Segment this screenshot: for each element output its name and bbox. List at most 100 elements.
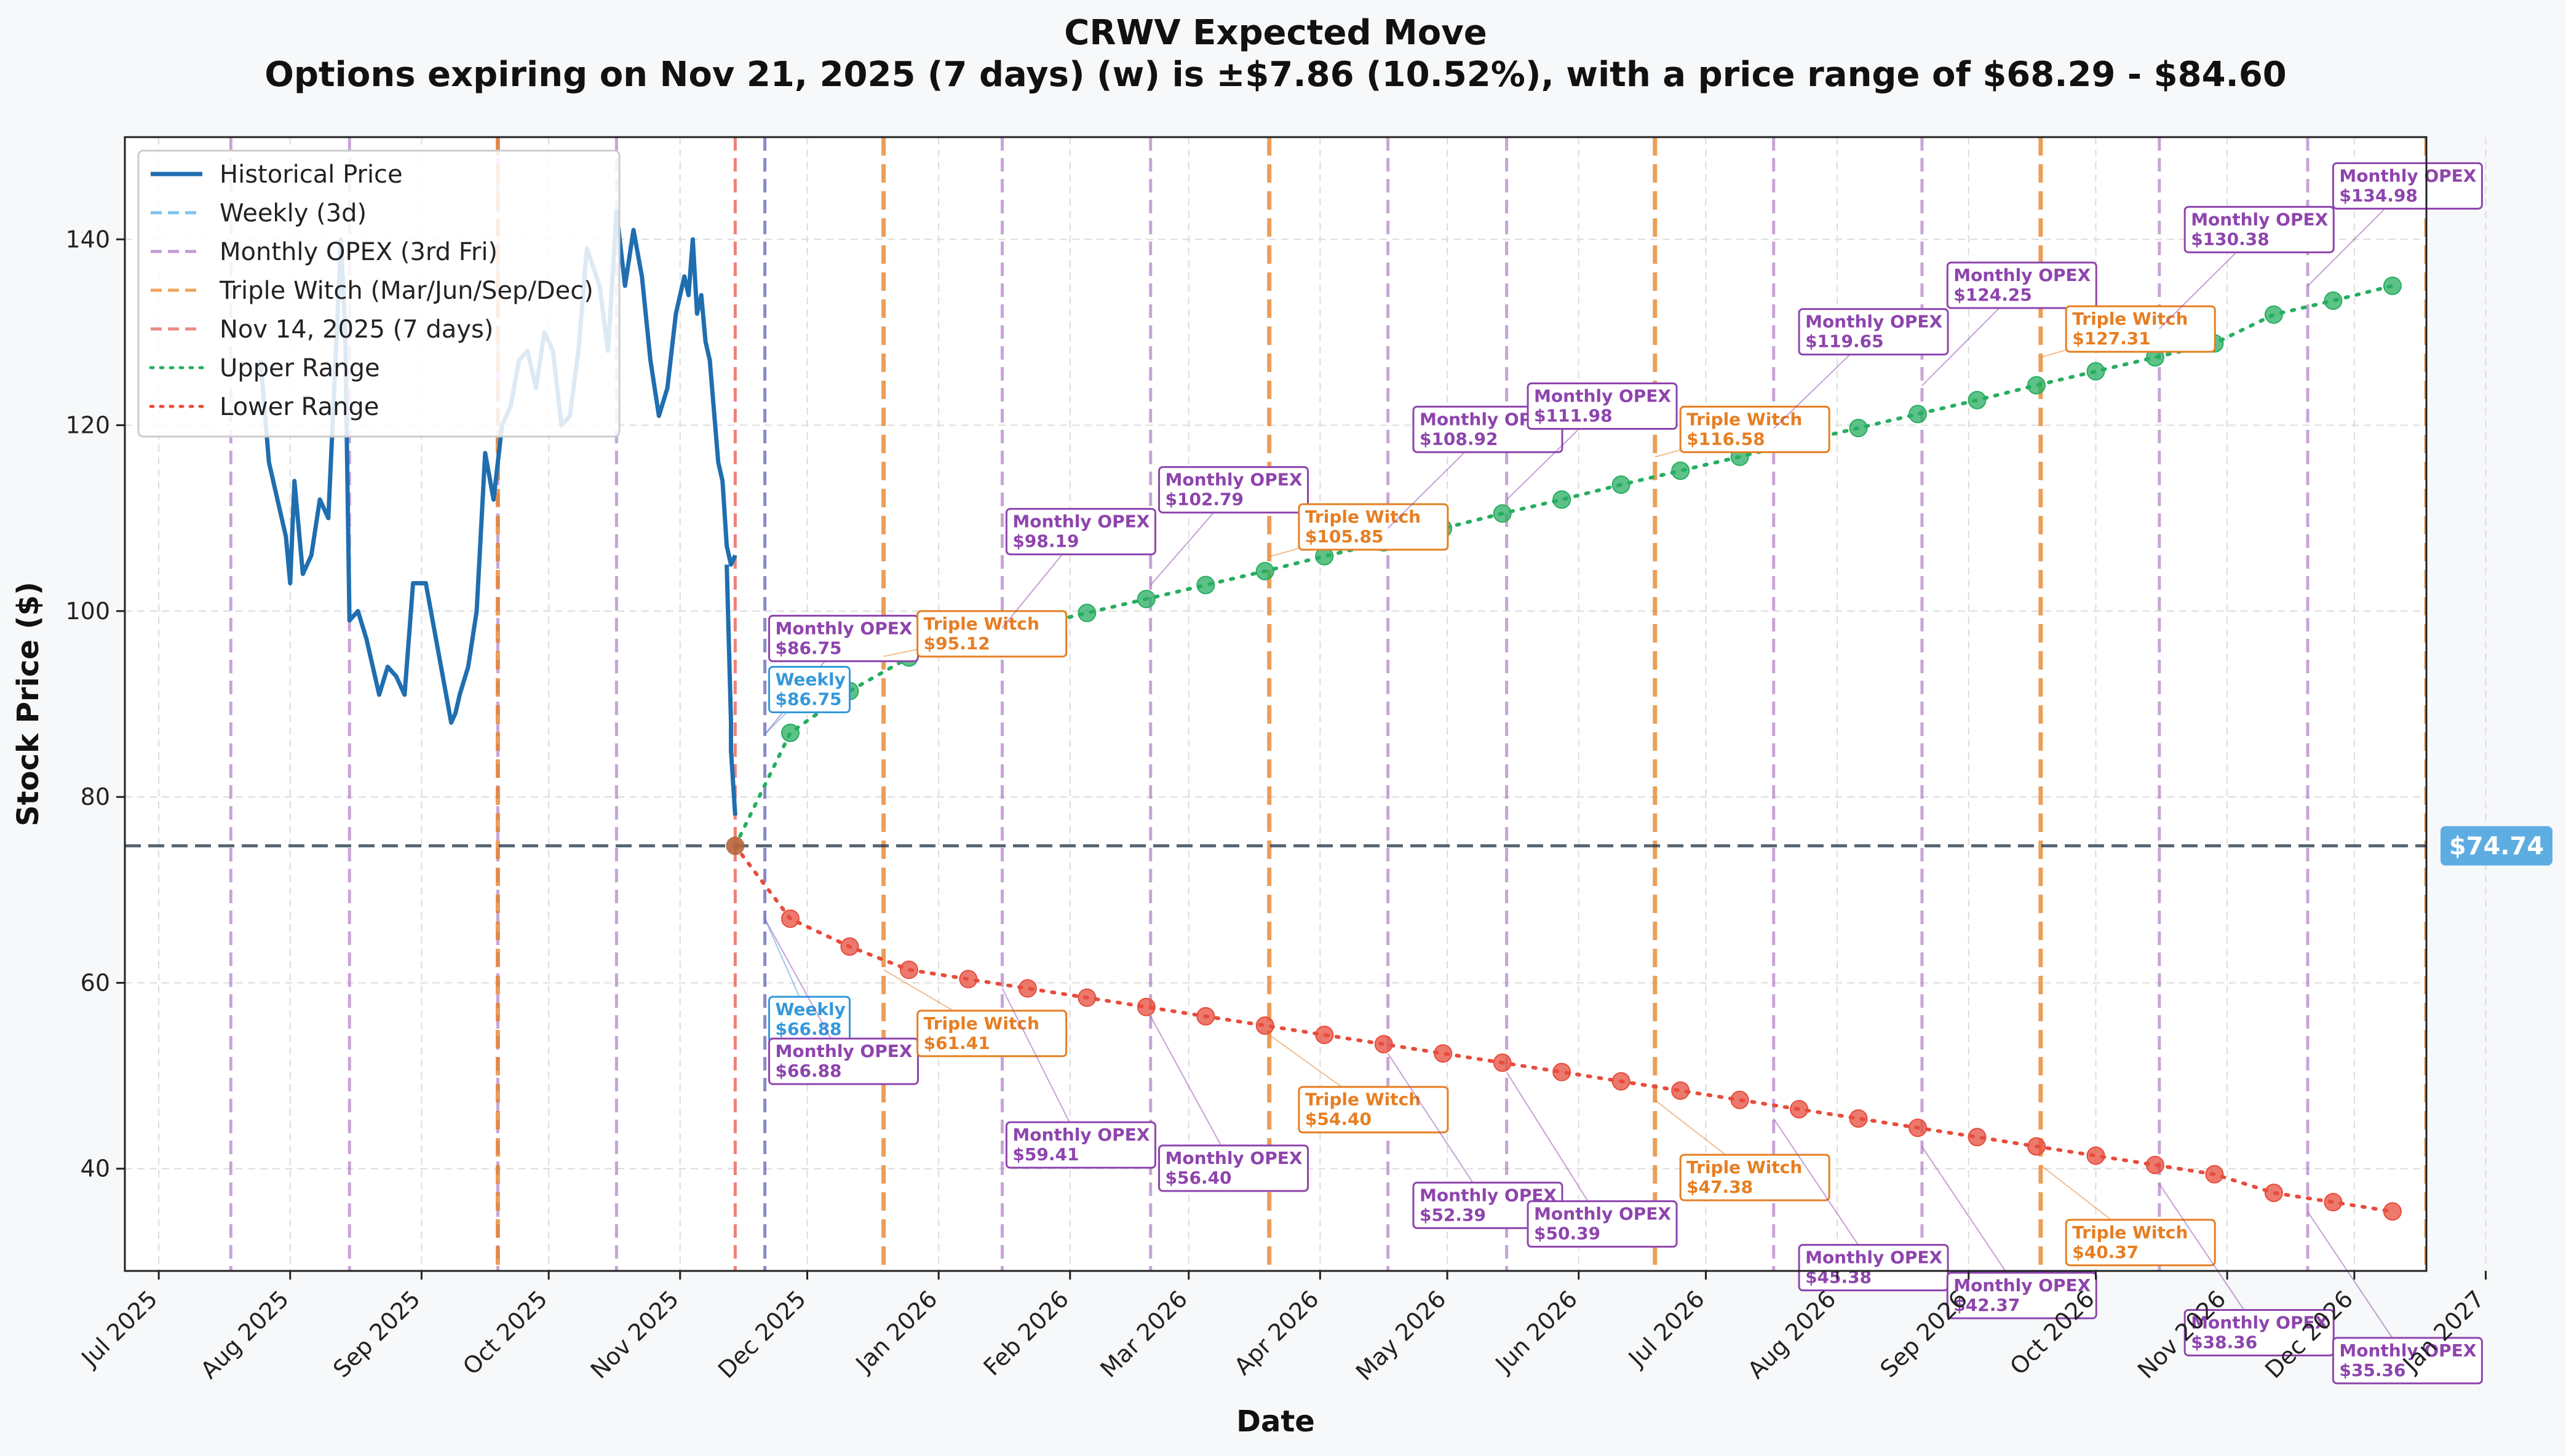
y-axis-label: Stock Price ($) [11, 582, 46, 826]
annotation-value: $66.88 [775, 1019, 841, 1039]
lower-range-point [1255, 1016, 1274, 1035]
upper-range-point [1493, 504, 1512, 523]
legend-label: Historical Price [220, 160, 403, 189]
lower-range-point [959, 970, 978, 989]
annotation-label: Monthly OPEX [775, 1041, 912, 1061]
y-tick-label: 60 [81, 969, 110, 996]
annotation-value: $42.37 [1953, 1295, 2020, 1315]
y-tick-label: 140 [65, 226, 110, 253]
upper-range-point [1255, 561, 1274, 580]
annotation-label: Monthly OPEX [1165, 1148, 1302, 1168]
legend-label: Lower Range [220, 393, 379, 421]
y-tick-label: 100 [65, 598, 110, 625]
annotation-label: Triple Witch [1305, 1090, 1421, 1110]
annotation-value: $127.31 [2072, 328, 2151, 349]
annotation-label: Monthly OPEX [1953, 1275, 2091, 1296]
annotation-value: $66.88 [775, 1061, 841, 1081]
annotation-label: Monthly OPEX [1012, 1125, 1150, 1145]
lower-range-line [733, 844, 2394, 1214]
annotation-label: Triple Witch [2072, 309, 2188, 329]
lower-range-point [2383, 1202, 2402, 1221]
annotation-box [1005, 1121, 1156, 1169]
upper-range-point [2086, 362, 2105, 381]
annotation-box [1158, 466, 1309, 514]
annotation-connector [2159, 1183, 2260, 1334]
plot-frame [124, 136, 2428, 1272]
annotation-box [916, 610, 1068, 658]
annotation-box [2065, 1219, 2216, 1267]
upper-range-point [781, 723, 800, 742]
annotation-label: Monthly OPEX [1534, 1204, 1671, 1224]
annotation-label: Monthly OPEX [1165, 470, 1302, 490]
annotation-value: $50.39 [1534, 1224, 1600, 1244]
annotation-value: $124.25 [1953, 285, 2032, 305]
upper-range-point [1968, 390, 1987, 410]
annotation-value: $98.19 [1012, 531, 1079, 552]
legend-label: Weekly (3d) [220, 199, 367, 228]
upper-range-point [1671, 461, 1690, 480]
annotation-box [2332, 162, 2483, 210]
lower-range-point [1315, 1026, 1334, 1045]
annotation-value: $61.41 [924, 1033, 990, 1053]
annotation-box [2332, 1337, 2483, 1385]
chart-title: CRWV Expected Move [1064, 13, 1487, 53]
annotation-label: Monthly OPEX [2339, 165, 2476, 186]
lower-range-point [1849, 1109, 1868, 1128]
annotation-box [1798, 1244, 1949, 1292]
current-price-point [726, 836, 745, 855]
upper-range-point [1611, 475, 1631, 494]
annotation-label: Triple Witch [2072, 1222, 2188, 1243]
annotation-box [1798, 308, 1949, 356]
y-tick-label: 120 [65, 412, 110, 439]
annotation-box [1158, 1144, 1309, 1192]
annotation-box [1298, 1086, 1449, 1134]
upper-range-point [1137, 590, 1156, 609]
upper-range-point [2027, 376, 2046, 395]
annotation-box [1679, 1153, 1830, 1201]
annotation-value: $119.65 [1805, 331, 1884, 352]
lower-range-point [1137, 997, 1156, 1016]
upper-range-point [2383, 276, 2402, 295]
lower-range-point [1374, 1035, 1393, 1054]
annotation-label: Monthly OPEX [1805, 1248, 1942, 1268]
current-price-badge-bg [2441, 826, 2552, 866]
annotation-box [768, 666, 851, 714]
lower-range-point [1493, 1053, 1512, 1072]
annotation-value: $38.36 [2191, 1332, 2257, 1352]
annotation-label: Triple Witch [924, 1013, 1039, 1034]
annotation-value: $52.39 [1420, 1205, 1486, 1225]
lower-range-point [2205, 1165, 2224, 1184]
annotation-box [1946, 1272, 2097, 1320]
annotation-label: Weekly [775, 670, 845, 690]
lower-range-point [840, 937, 859, 956]
upper-range-point [1909, 405, 1928, 424]
upper-range-point [2324, 291, 2343, 311]
legend-label: Monthly OPEX (3rd Fri) [220, 238, 498, 266]
lower-range-point [1909, 1118, 1928, 1138]
annotation-value: $102.79 [1165, 489, 1244, 510]
annotation-label: Monthly OPEX [1534, 386, 1671, 406]
legend-box [137, 149, 621, 438]
chart-subtitle: Options expiring on Nov 21, 2025 (7 days… [264, 55, 2287, 95]
annotation-label: Monthly OPEX [2191, 209, 2328, 229]
current-price-badge: $74.74 [2441, 826, 2552, 866]
annotation-box [1679, 405, 1830, 453]
annotation-label: Monthly OPEX [1805, 312, 1942, 332]
lower-range-point [2145, 1155, 2164, 1174]
annotation-box [2065, 305, 2216, 353]
annotation-connector [1001, 987, 1082, 1145]
annotation-value: $54.40 [1305, 1109, 1372, 1130]
legend-label: Triple Witch (Mar/Jun/Sep/Dec) [219, 277, 594, 305]
current-price-badge-text: $74.74 [2449, 833, 2544, 861]
annotation-box [1298, 503, 1449, 551]
historical-price-tail [725, 564, 737, 816]
annotation-box [1527, 382, 1678, 430]
lower-range-point [1611, 1072, 1631, 1091]
annotation-label: Monthly OPEX [1012, 512, 1150, 532]
legend: Historical Price Weekly (3d) Monthly OPEX … [137, 149, 621, 438]
annotation-box [1527, 1200, 1678, 1248]
lower-range-point [1078, 988, 1097, 1007]
annotation-box [1005, 508, 1156, 556]
